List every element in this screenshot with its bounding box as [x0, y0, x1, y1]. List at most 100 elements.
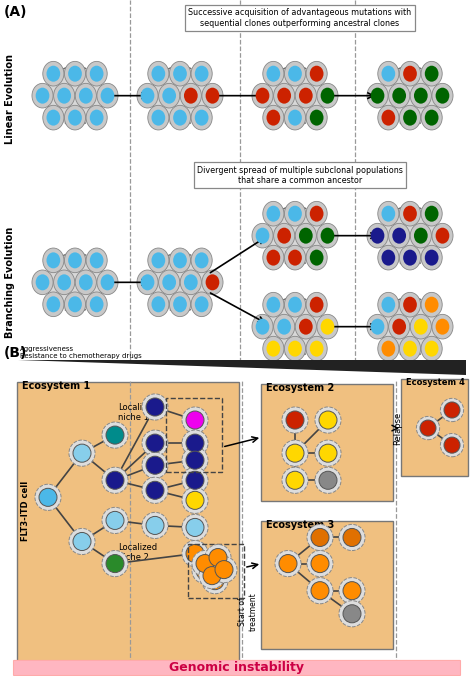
Text: (B): (B) [4, 345, 27, 360]
Circle shape [46, 296, 60, 312]
Circle shape [436, 228, 449, 243]
Text: Ecosystem 2: Ecosystem 2 [266, 383, 334, 393]
Circle shape [319, 444, 337, 462]
Circle shape [252, 223, 273, 248]
Circle shape [90, 110, 103, 126]
Circle shape [202, 83, 223, 108]
Circle shape [432, 314, 453, 339]
Circle shape [195, 110, 209, 126]
Circle shape [169, 62, 191, 86]
Circle shape [425, 341, 438, 357]
Circle shape [141, 88, 155, 103]
Circle shape [152, 110, 165, 126]
Circle shape [86, 105, 107, 130]
FancyBboxPatch shape [13, 660, 461, 675]
Circle shape [307, 577, 333, 604]
Circle shape [205, 544, 231, 571]
Circle shape [311, 554, 329, 573]
Circle shape [32, 83, 53, 108]
Circle shape [343, 529, 361, 546]
Circle shape [295, 83, 316, 108]
Text: Linear Evolution: Linear Evolution [5, 54, 15, 144]
Circle shape [106, 511, 124, 529]
Ellipse shape [382, 297, 438, 356]
FancyBboxPatch shape [401, 379, 468, 477]
FancyBboxPatch shape [17, 382, 239, 665]
Circle shape [69, 440, 95, 466]
Ellipse shape [46, 253, 104, 312]
Text: Divergent spread of multiple subclonal populations
that share a common ancestor: Divergent spread of multiple subclonal p… [197, 166, 403, 185]
Circle shape [191, 248, 212, 272]
Circle shape [211, 556, 237, 583]
Circle shape [286, 471, 304, 489]
Circle shape [382, 206, 395, 222]
Circle shape [425, 297, 438, 313]
Circle shape [73, 444, 91, 462]
Circle shape [299, 228, 313, 243]
Circle shape [425, 110, 438, 126]
Circle shape [295, 314, 316, 339]
Circle shape [317, 83, 338, 108]
Circle shape [148, 105, 169, 130]
Circle shape [252, 314, 273, 339]
Text: Branching Evolution: Branching Evolution [5, 226, 15, 338]
Circle shape [263, 292, 284, 317]
Circle shape [279, 554, 297, 573]
Text: Successive acquisition of advantageous mutations with
sequential clones outperfo: Successive acquisition of advantageous m… [189, 8, 411, 28]
Circle shape [64, 105, 86, 130]
Circle shape [392, 228, 406, 243]
Circle shape [389, 223, 410, 248]
Circle shape [414, 88, 428, 103]
Circle shape [182, 487, 208, 514]
Circle shape [371, 88, 384, 103]
Circle shape [400, 201, 420, 226]
Circle shape [169, 105, 191, 130]
Ellipse shape [151, 66, 209, 125]
Text: Aggressiveness
Resistance to chemotherapy drugs: Aggressiveness Resistance to chemotherap… [20, 346, 142, 359]
Circle shape [378, 292, 399, 317]
Circle shape [68, 252, 82, 268]
Circle shape [182, 430, 208, 456]
Circle shape [421, 62, 442, 86]
Circle shape [315, 440, 341, 466]
Circle shape [46, 110, 60, 126]
Circle shape [284, 201, 306, 226]
Circle shape [97, 83, 118, 108]
Circle shape [400, 245, 420, 270]
Polygon shape [18, 360, 466, 375]
Circle shape [68, 110, 82, 126]
Circle shape [184, 88, 198, 103]
Circle shape [35, 484, 61, 510]
Circle shape [403, 341, 417, 357]
Circle shape [186, 434, 204, 452]
Circle shape [403, 206, 417, 222]
Circle shape [421, 245, 442, 270]
Circle shape [148, 292, 169, 316]
Circle shape [410, 83, 431, 108]
Circle shape [141, 274, 155, 290]
Circle shape [180, 270, 201, 295]
Circle shape [191, 62, 212, 86]
Circle shape [162, 88, 176, 103]
Circle shape [54, 270, 75, 295]
FancyBboxPatch shape [261, 384, 393, 502]
Circle shape [310, 341, 324, 357]
Circle shape [400, 337, 420, 361]
Circle shape [159, 270, 180, 295]
Circle shape [389, 83, 410, 108]
Circle shape [68, 66, 82, 82]
Circle shape [378, 337, 399, 361]
Circle shape [299, 88, 313, 103]
Circle shape [339, 577, 365, 604]
Circle shape [319, 471, 337, 489]
Circle shape [299, 318, 313, 335]
Circle shape [425, 206, 438, 222]
Circle shape [392, 88, 406, 103]
Circle shape [286, 444, 304, 462]
Circle shape [148, 248, 169, 272]
Circle shape [282, 407, 308, 433]
Circle shape [43, 62, 64, 86]
Circle shape [263, 105, 284, 130]
Circle shape [307, 525, 333, 550]
Circle shape [255, 88, 269, 103]
